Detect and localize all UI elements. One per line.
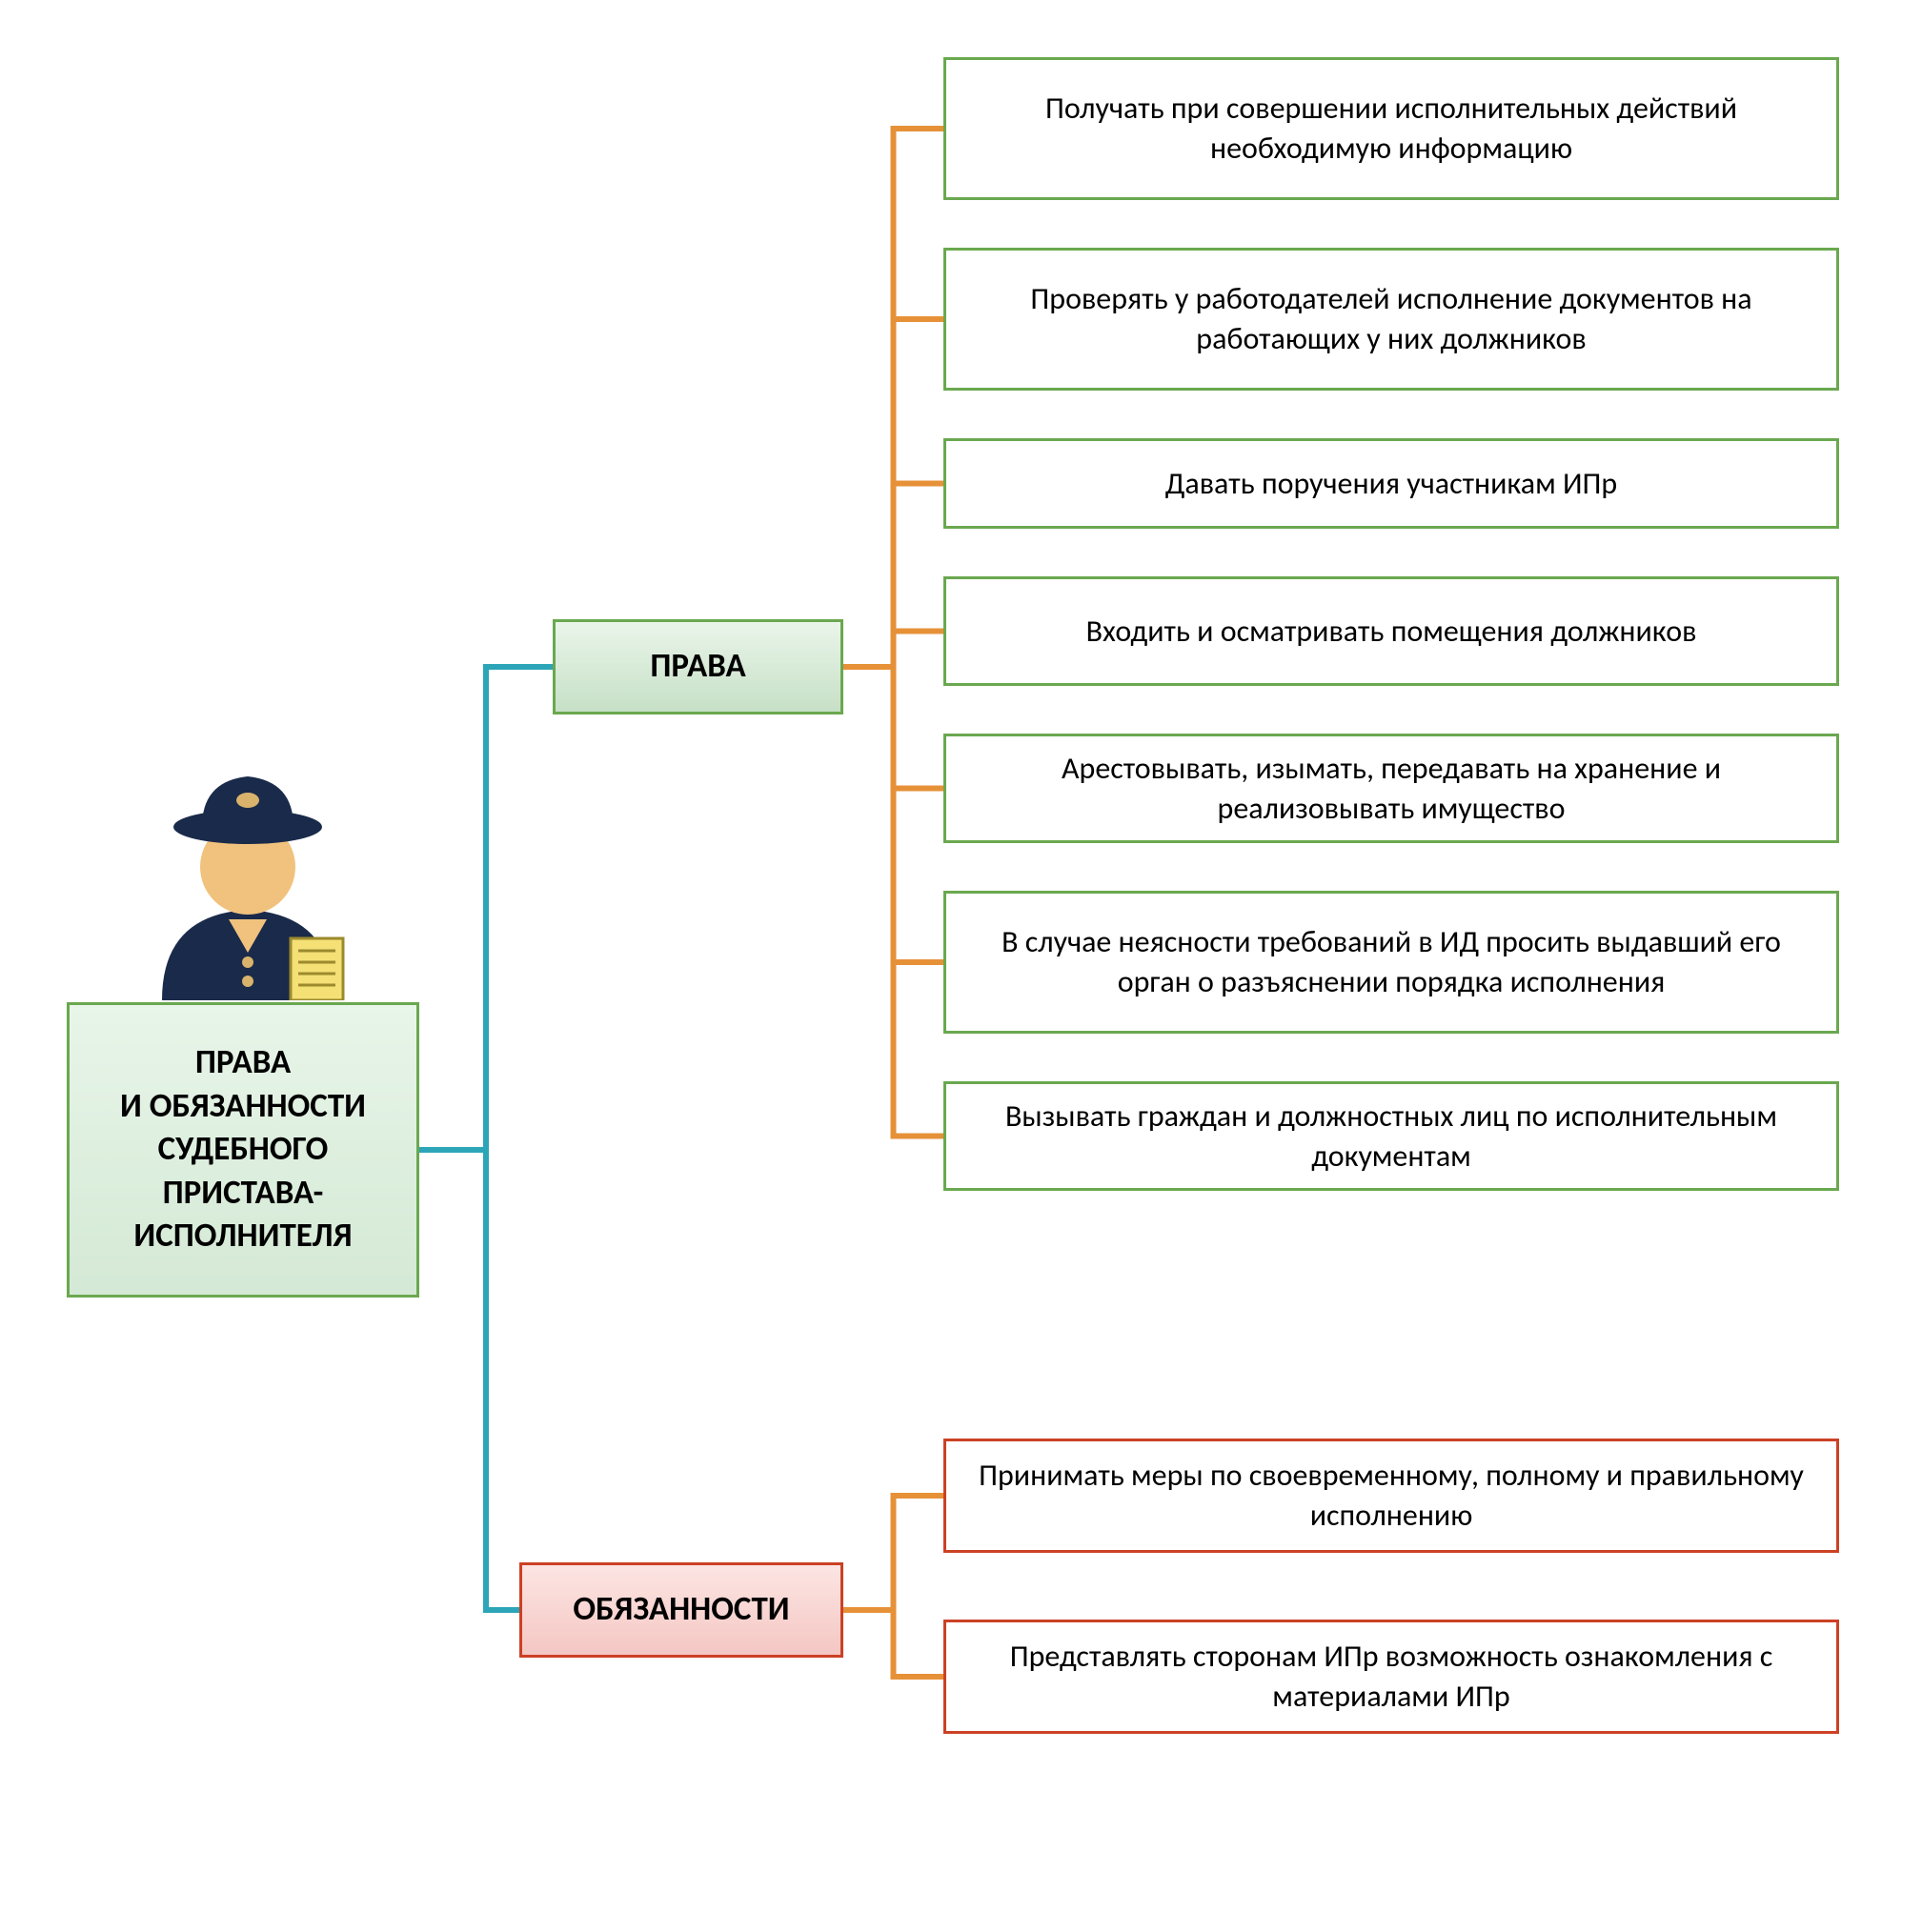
leaf-rights-1: Проверять у работодателей исполнение док…: [943, 248, 1839, 391]
leaf-duties-0: Принимать меры по своевременному, полном…: [943, 1439, 1839, 1553]
leaf-rights-6: Вызывать граждан и должностных лиц по ис…: [943, 1081, 1839, 1191]
root-box: ПРАВА И ОБЯЗАННОСТИ СУДЕБНОГО ПРИСТАВА- …: [67, 1002, 419, 1298]
leaf-rights-4: Арестовывать, изымать, передавать на хра…: [943, 734, 1839, 843]
leaf-rights-5-label: В случае неясности требований в ИД проси…: [965, 922, 1817, 1001]
leaf-rights-6-label: Вызывать граждан и должностных лиц по ис…: [965, 1097, 1817, 1176]
leaf-rights-0: Получать при совершении исполнительных д…: [943, 57, 1839, 200]
category-duties: ОБЯЗАННОСТИ: [519, 1562, 843, 1658]
leaf-rights-3-label: Входить и осматривать помещения должнико…: [1086, 612, 1697, 652]
leaf-duties-1-label: Представлять сторонам ИПр возможность оз…: [965, 1637, 1817, 1716]
leaf-rights-2: Давать поручения участникам ИПр: [943, 438, 1839, 529]
leaf-rights-4-label: Арестовывать, изымать, передавать на хра…: [965, 749, 1817, 828]
leaf-rights-0-label: Получать при совершении исполнительных д…: [965, 89, 1817, 168]
leaf-rights-2-label: Давать поручения участникам ИПр: [1165, 464, 1617, 504]
leaf-duties-0-label: Принимать меры по своевременному, полном…: [965, 1456, 1817, 1535]
category-rights-label: ПРАВА: [650, 645, 745, 689]
root-box-label: ПРАВА И ОБЯЗАННОСТИ СУДЕБНОГО ПРИСТАВА- …: [120, 1041, 366, 1258]
category-duties-label: ОБЯЗАННОСТИ: [573, 1588, 789, 1632]
leaf-rights-5: В случае неясности требований в ИД проси…: [943, 891, 1839, 1034]
leaf-rights-1-label: Проверять у работодателей исполнение док…: [965, 279, 1817, 358]
leaf-rights-3: Входить и осматривать помещения должнико…: [943, 576, 1839, 686]
category-rights: ПРАВА: [553, 619, 843, 714]
officer-icon: [133, 762, 362, 1000]
leaf-duties-1: Представлять сторонам ИПр возможность оз…: [943, 1620, 1839, 1734]
